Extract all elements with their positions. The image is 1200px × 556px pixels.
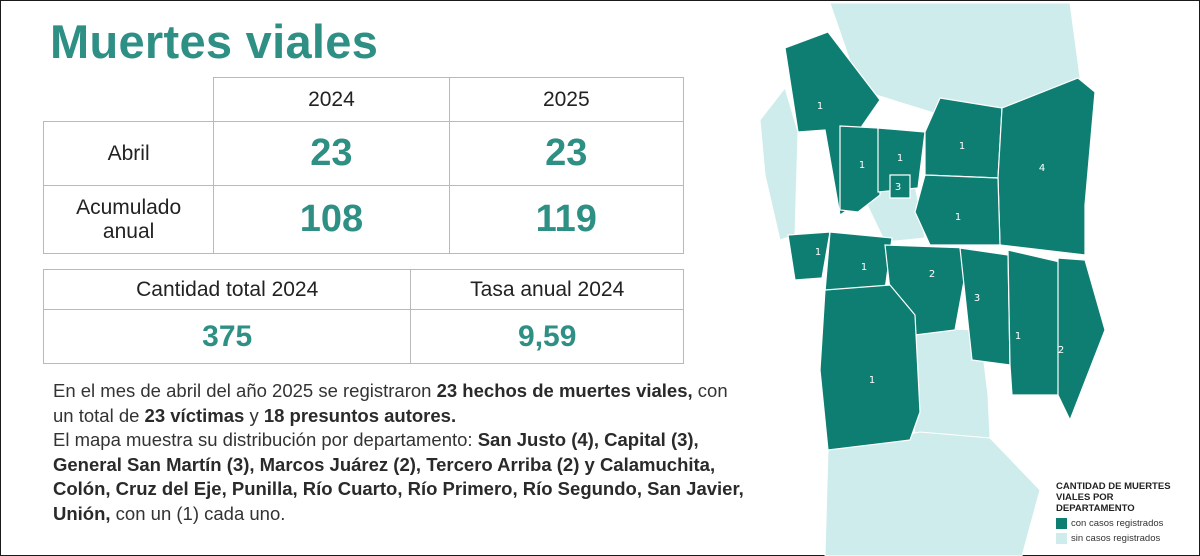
count-rio-primero: 1 xyxy=(959,141,965,152)
legend-label: sin casos registrados xyxy=(1071,533,1161,544)
count-rio-cuarto: 1 xyxy=(869,375,875,386)
count-rio-segundo: 1 xyxy=(955,212,961,223)
department-rio-cuarto xyxy=(819,284,921,451)
count-punilla: 1 xyxy=(859,160,865,171)
count-colon: 1 xyxy=(897,153,903,164)
value-cantidad-total: 375 xyxy=(42,309,412,364)
map-legend: CANTIDAD DE MUERTES VIALES POR DEPARTAME… xyxy=(1056,481,1196,544)
department-san-justo xyxy=(997,77,1096,256)
count-marcos-juarez: 2 xyxy=(1058,345,1064,356)
legend-swatch-without-cases xyxy=(1056,533,1067,544)
value-acumulado-2024: 108 xyxy=(213,185,450,254)
map-departments-with-cases xyxy=(784,31,1106,451)
department-marcos-juarez xyxy=(1057,257,1106,422)
row-label-text: Abril xyxy=(107,141,150,165)
count-general-san-martin: 3 xyxy=(974,293,980,304)
count-san-javier: 1 xyxy=(815,247,821,258)
summary-text: y xyxy=(244,404,264,426)
page-title: Muertes viales xyxy=(50,15,379,68)
department-capital xyxy=(889,174,911,199)
count-union: 1 xyxy=(1015,331,1021,342)
summary-text: En el mes de abril del año 2025 se regis… xyxy=(53,380,437,401)
row-label-abril: Abril xyxy=(42,121,215,186)
department-no-cases-west xyxy=(759,86,799,241)
count-capital: 3 xyxy=(895,182,901,193)
value-tasa-anual: 9,59 xyxy=(410,309,684,364)
value-abril-2025: 23 xyxy=(448,121,685,186)
value-acumulado-2025: 119 xyxy=(448,185,685,254)
department-no-cases-far-south xyxy=(824,431,1041,556)
row-label-acumulado-anual: Acumulado anual xyxy=(42,185,215,254)
department-calamuchita xyxy=(824,231,893,293)
summary-text: con un total de xyxy=(53,380,728,426)
summary-text: El mapa muestra su distribución por depa… xyxy=(53,429,478,450)
summary-highlight: 23 víctimas xyxy=(144,404,245,426)
legend-title-line: DEPARTAMENTO xyxy=(1056,503,1135,514)
column-header-2025: 2025 xyxy=(448,77,685,122)
count-san-justo: 4 xyxy=(1039,163,1045,174)
legend-title: CANTIDAD DE MUERTES VIALES POR DEPARTAME… xyxy=(1056,481,1196,514)
row-label-line-2: anual xyxy=(102,219,155,243)
annual-summary-table: Cantidad total 2024 Tasa anual 2024 375 … xyxy=(42,269,684,364)
header-tasa-anual: Tasa anual 2024 xyxy=(410,269,684,310)
department-san-javier xyxy=(787,231,831,281)
value-abril-2024: 23 xyxy=(213,121,450,186)
summary-highlight: 23 hechos de muertes viales, xyxy=(436,380,693,401)
row-label-line-1: Acumulado xyxy=(76,195,182,219)
legend-title-line: VIALES POR xyxy=(1056,492,1114,503)
department-list: San Justo (4), Capital (3), General San … xyxy=(53,429,744,524)
legend-title-line: CANTIDAD DE MUERTES xyxy=(1056,481,1171,492)
department-rio-segundo xyxy=(914,174,1001,246)
map-departments-without-cases xyxy=(759,2,1083,556)
department-punilla xyxy=(839,125,881,213)
count-cruz-del-eje: 1 xyxy=(817,101,823,112)
legend-item-without-cases: sin casos registrados xyxy=(1056,533,1196,544)
monthly-deaths-table: 2024 2025 Abril 23 23 Acumulado anual 108… xyxy=(42,77,685,254)
legend-label: con casos registrados xyxy=(1071,518,1164,529)
legend-item-with-cases: con casos registrados xyxy=(1056,518,1196,529)
legend-swatch-with-cases xyxy=(1056,518,1067,529)
header-cantidad-total: Cantidad total 2024 xyxy=(42,269,412,310)
count-calamuchita: 1 xyxy=(861,262,867,273)
summary-text: con un (1) cada uno. xyxy=(110,502,286,524)
departments-map: 1 1 1 3 1 4 1 1 1 2 3 1 2 1 xyxy=(759,2,1106,556)
department-union xyxy=(1007,249,1061,396)
department-rio-primero xyxy=(924,97,1003,179)
summary-highlight: 18 presuntos autores. xyxy=(263,404,457,426)
table-corner xyxy=(43,77,215,122)
map-count-labels: 1 1 1 3 1 4 1 1 1 2 3 1 2 1 xyxy=(815,101,1064,386)
summary-paragraph: En el mes de abril del año 2025 se regis… xyxy=(53,379,745,526)
column-header-2024: 2024 xyxy=(213,77,450,122)
count-tercero-arriba: 2 xyxy=(929,269,935,280)
